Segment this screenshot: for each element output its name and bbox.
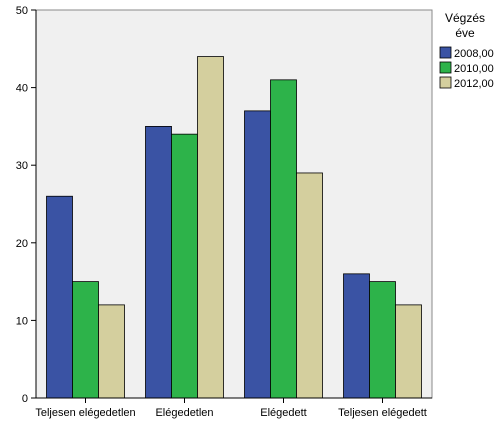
legend-items: 2008,00 2010,00 2012,00 — [439, 46, 494, 90]
bar-2-0 — [244, 110, 271, 399]
legend-label-1: 2010,00 — [454, 63, 494, 75]
legend-swatch-0 — [439, 46, 452, 59]
bar-1-1 — [171, 133, 198, 399]
bar-1-2 — [197, 56, 224, 399]
x-tick-label-1: Elégedetlen — [155, 407, 213, 419]
bar-3-2 — [395, 304, 422, 399]
x-tick-label-3: Teljesen elégedett — [338, 407, 427, 419]
legend-swatch-2 — [439, 76, 452, 89]
legend-title-line2: éve — [455, 26, 475, 40]
bar-3-1 — [369, 281, 396, 399]
x-tick-label-2: Elégedett — [260, 407, 306, 419]
x-axis: Teljesen elégedetlen Elégedetlen Elégedett… — [35, 397, 432, 419]
y-axis: 0 10 20 30 40 50 — [16, 5, 37, 405]
legend-swatch-1 — [439, 61, 452, 74]
bar-0-2 — [98, 304, 125, 399]
bar-3-0 — [343, 273, 370, 399]
legend-label-2: 2012,00 — [454, 78, 494, 90]
bar-2-2 — [296, 172, 323, 399]
bar-2-1 — [270, 79, 297, 399]
y-tick-label-2: 20 — [16, 238, 28, 250]
y-tick-label-0: 0 — [22, 393, 28, 405]
bar-0-0 — [46, 195, 73, 399]
bar-0-1 — [72, 281, 99, 399]
x-tick-label-0: Teljesen elégedetlen — [35, 407, 135, 419]
legend-label-0: 2008,00 — [454, 48, 494, 60]
y-tick-label-3: 30 — [16, 160, 28, 172]
legend: Végzés éve 2008,00 2010,00 2012,00 — [439, 11, 494, 90]
y-tick-label-4: 40 — [16, 83, 28, 95]
legend-title-line1: Végzés — [445, 11, 485, 25]
bar-1-0 — [145, 126, 172, 399]
bars-group — [46, 56, 422, 399]
y-tick-label-5: 50 — [16, 5, 28, 17]
y-tick-label-1: 10 — [16, 315, 28, 327]
